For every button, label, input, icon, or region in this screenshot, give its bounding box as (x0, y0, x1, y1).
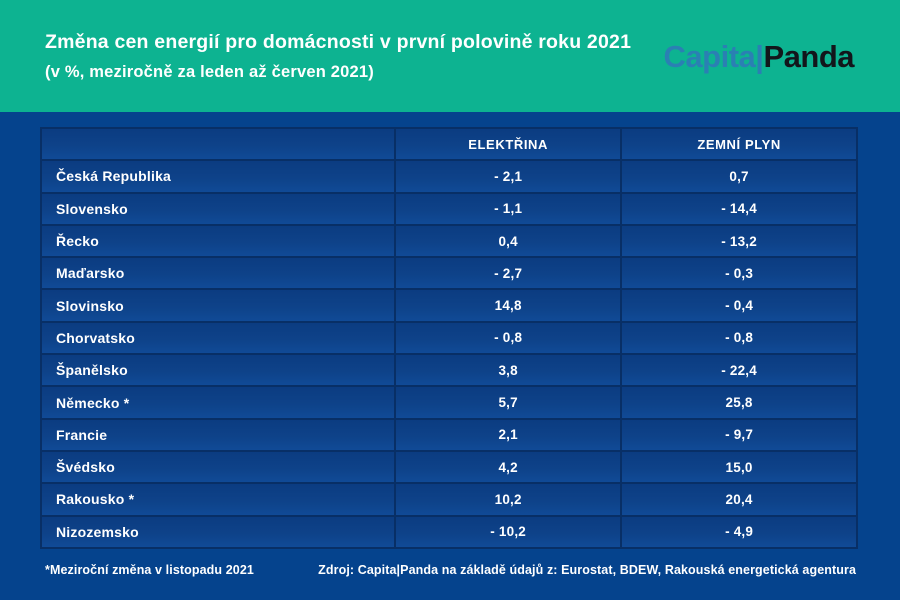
country-cell: Německo * (39, 385, 397, 420)
country-cell: Slovensko (39, 191, 397, 226)
logo-panda-text: Panda (763, 38, 854, 74)
brand-logo: Capita|Panda (663, 38, 855, 74)
gas-cell: - 14,4 (620, 191, 858, 226)
country-cell: Španělsko (39, 353, 397, 388)
electricity-cell: 0,4 (394, 223, 623, 259)
table-row: Chorvatsko - 0,8 - 0,8 (39, 320, 858, 356)
title-block: Změna cen energií pro domácnosti v první… (45, 30, 631, 82)
electricity-cell: - 0,8 (394, 320, 623, 356)
electricity-cell: 5,7 (394, 385, 623, 420)
electricity-cell: 14,8 (394, 288, 623, 323)
electricity-cell: 3,8 (394, 353, 623, 388)
country-cell: Řecko (39, 223, 397, 259)
logo-capital-text: Capita| (663, 38, 764, 74)
gas-cell: - 0,8 (620, 320, 858, 356)
source-note: Zdroj: Capita|Panda na základě údajů z: … (318, 562, 856, 577)
country-cell: Švédsko (39, 449, 397, 485)
table-row: Maďarsko - 2,7 - 0,3 (39, 256, 858, 291)
country-cell: Česká Republika (39, 159, 397, 194)
energy-price-table: ELEKTŘINA ZEMNÍ PLYN Česká Republika - 2… (39, 126, 858, 549)
table-row: Slovinsko 14,8 - 0,4 (39, 288, 858, 323)
country-cell: Rakousko * (39, 482, 397, 517)
header-band: Změna cen energií pro domácnosti v první… (0, 0, 900, 112)
electricity-cell: - 10,2 (394, 514, 623, 549)
electricity-cell: - 2,7 (394, 256, 623, 291)
electricity-cell: - 1,1 (394, 191, 623, 226)
footer-row: *Meziroční změna v listopadu 2021 Zdroj:… (40, 563, 858, 577)
table-row: Česká Republika - 2,1 0,7 (39, 159, 858, 194)
gas-cell: 20,4 (620, 482, 858, 517)
gas-cell: - 13,2 (620, 223, 858, 259)
electricity-cell: 10,2 (394, 482, 623, 517)
country-cell: Slovinsko (39, 288, 397, 323)
page-title: Změna cen energií pro domácnosti v první… (45, 30, 632, 53)
table-row: Nizozemsko - 10,2 - 4,9 (39, 514, 858, 549)
gas-cell: - 0,4 (620, 288, 858, 323)
gas-cell: - 4,9 (620, 514, 858, 549)
table-row: Španělsko 3,8 - 22,4 (39, 353, 858, 388)
table-area: ELEKTŘINA ZEMNÍ PLYN Česká Republika - 2… (0, 112, 900, 600)
table-row: Řecko 0,4 - 13,2 (39, 223, 858, 259)
col-header-electricity: ELEKTŘINA (394, 126, 623, 162)
gas-cell: - 9,7 (620, 417, 858, 452)
table-body: Česká Republika - 2,1 0,7 Slovensko - 1,… (39, 159, 858, 549)
electricity-cell: - 2,1 (394, 159, 623, 194)
country-cell: Maďarsko (39, 256, 397, 291)
footnote: *Meziroční změna v listopadu 2021 (45, 562, 254, 577)
gas-cell: - 22,4 (620, 353, 858, 388)
table-row: Německo * 5,7 25,8 (39, 385, 858, 420)
col-header-country (39, 126, 397, 162)
country-cell: Nizozemsko (39, 514, 397, 549)
country-cell: Chorvatsko (39, 320, 397, 356)
col-header-gas: ZEMNÍ PLYN (620, 126, 858, 162)
table-row: Slovensko - 1,1 - 14,4 (39, 191, 858, 226)
table-row: Švédsko 4,2 15,0 (39, 449, 858, 485)
gas-cell: 15,0 (620, 449, 858, 485)
table-row: Francie 2,1 - 9,7 (39, 417, 858, 452)
page-subtitle: (v %, meziročně za leden až červen 2021) (45, 63, 374, 82)
electricity-cell: 2,1 (394, 417, 623, 452)
gas-cell: - 0,3 (620, 256, 858, 291)
table-header-row: ELEKTŘINA ZEMNÍ PLYN (39, 126, 858, 162)
country-cell: Francie (39, 417, 397, 452)
electricity-cell: 4,2 (394, 449, 623, 485)
gas-cell: 25,8 (620, 385, 858, 420)
table-row: Rakousko * 10,2 20,4 (39, 482, 858, 517)
gas-cell: 0,7 (620, 159, 858, 194)
